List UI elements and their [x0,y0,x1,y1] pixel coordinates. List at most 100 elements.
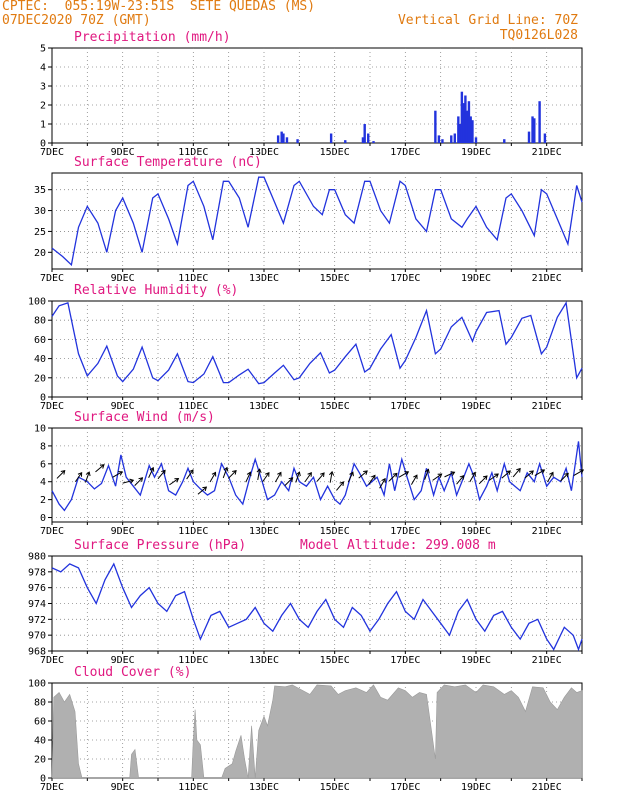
wind-line [51,441,583,512]
pres-xtick-label: 13DEC [249,655,279,666]
wind-arrow-head [99,464,105,469]
precip-bar [344,140,347,143]
header-station: CPTEC: 055:19W-23:51S SETE QUEDAS (MS) [2,0,316,14]
cloud-xtick-label: 13DEC [249,782,279,793]
wind-arrow-shaft [368,475,376,485]
rh-ytick-label: 60 [34,335,46,346]
precip-bar [531,116,534,143]
precip-bar [465,110,469,143]
cloud-xtick-label: 11DEC [178,782,208,793]
wind-arrow-shaft [56,470,66,479]
wind-arrow-head [256,468,262,474]
wind-arrow-shaft [222,467,228,479]
rh-ytick-label: 20 [34,373,46,384]
cloud-ytick-label: 40 [34,736,46,747]
precip-title: Precipitation (mm/h) [74,30,231,45]
wind-ytick-label: 6 [40,459,46,470]
precip-bar [372,141,375,143]
wind-arrow-head [529,470,534,475]
wind-arrow-head [540,469,546,474]
temp-ytick-label: 20 [34,248,46,259]
rh-xtick-label: 21DEC [532,401,562,412]
wind-arrow-shaft [388,472,398,482]
precip-frame [51,47,583,144]
header-datetime: 07DEC2020 70Z (GMT) [2,13,151,28]
wind-arrow-shaft [336,481,344,491]
wind-arrow-shaft [262,472,270,483]
wind-ytick-label: 2 [40,495,46,506]
precip-xtick-label: 9DEC [111,147,135,158]
wind-arrow-head [506,470,511,475]
wind-arrow-shaft [157,470,166,480]
wind-arrow-shaft [284,477,293,486]
header-grid-note: Vertical Grid Line: 70Z [397,13,578,28]
wind-arrow-head [329,470,335,476]
cloud-xtick-label: 21DEC [532,782,562,793]
wind-arrow-shaft [379,478,386,489]
pres-ytick-label: 970 [28,631,46,642]
precip-bar [467,101,471,143]
rh-ytick-label: 80 [34,316,46,327]
rh-ytick-label: 100 [28,297,46,308]
cloud-xtick-label: 17DEC [390,782,420,793]
wind-arrow-head [564,472,569,478]
cloud-ytick-label: 60 [34,717,46,728]
precip-bar [503,139,506,143]
wind-ytick-label: 4 [40,477,46,488]
precip-bar [437,135,441,143]
wind-arrow-head [129,478,135,484]
wind-arrow-shaft [95,464,105,473]
rh-xtick-label: 15DEC [320,401,350,412]
wind-ytick-label: 8 [40,441,46,452]
wind-arrow-shaft [410,474,418,485]
wind-arrow-head [246,471,252,477]
pres-ytick-label: 978 [28,567,46,578]
wind-arrow-shaft [148,467,154,478]
wind-arrow-shaft [347,472,354,483]
wind-arrow-head [339,481,345,487]
wind-arrow-shaft [512,468,521,478]
wind-arrow-head [349,471,354,477]
precip-xtick-label: 13DEC [249,147,279,158]
wind-arrow-head [277,471,282,477]
temp-xtick-label: 11DEC [178,273,208,284]
precip-bar [280,131,283,143]
rh-xtick-label: 11DEC [178,401,208,412]
wind-arrow-head [392,472,398,478]
cloud-ytick-label: 100 [28,679,46,690]
wind-arrow-shaft [488,473,499,481]
precip-ytick-label: 0 [40,139,46,150]
wind-arrow-head [202,486,208,492]
wind-arrow-head [211,471,217,477]
temp-ytick-label: 35 [34,185,46,196]
pres-line [51,562,583,652]
precip-bar [276,135,280,143]
wind-arrow-head [288,477,294,482]
wind-arrow-head [371,474,376,480]
pres-subtitle: Model Altitude: 299.008 m [300,538,496,553]
precip-bar [361,137,365,143]
wind-xtick-label: 9DEC [111,526,135,537]
wind-arrow-shaft [398,471,409,478]
wind-arrow-head [437,473,443,478]
wind-xtick-label: 21DEC [532,526,562,537]
wind-arrow-head [138,477,144,482]
wind-xtick-label: 11DEC [178,526,208,537]
cloud-xtick-label: 9DEC [111,782,135,793]
wind-xtick-label: 7DEC [40,526,64,537]
precip-bar [363,124,366,143]
temp-xtick-label: 19DEC [461,273,491,284]
wind-ytick-label: 0 [40,513,46,524]
wind-arrow-shaft [469,472,476,483]
wind-arrow-shaft [134,477,143,486]
wind-arrow-head [579,469,585,474]
cloud-ytick-label: 20 [34,755,46,766]
precip-ytick-label: 2 [40,101,46,112]
precip-bar [474,137,478,143]
wind-arrow-head [494,473,499,478]
precip-ytick-label: 3 [40,82,46,93]
wind-arrow-head [161,469,166,475]
wind-arrow-shaft [209,472,216,483]
wind-arrow-head [118,471,123,476]
